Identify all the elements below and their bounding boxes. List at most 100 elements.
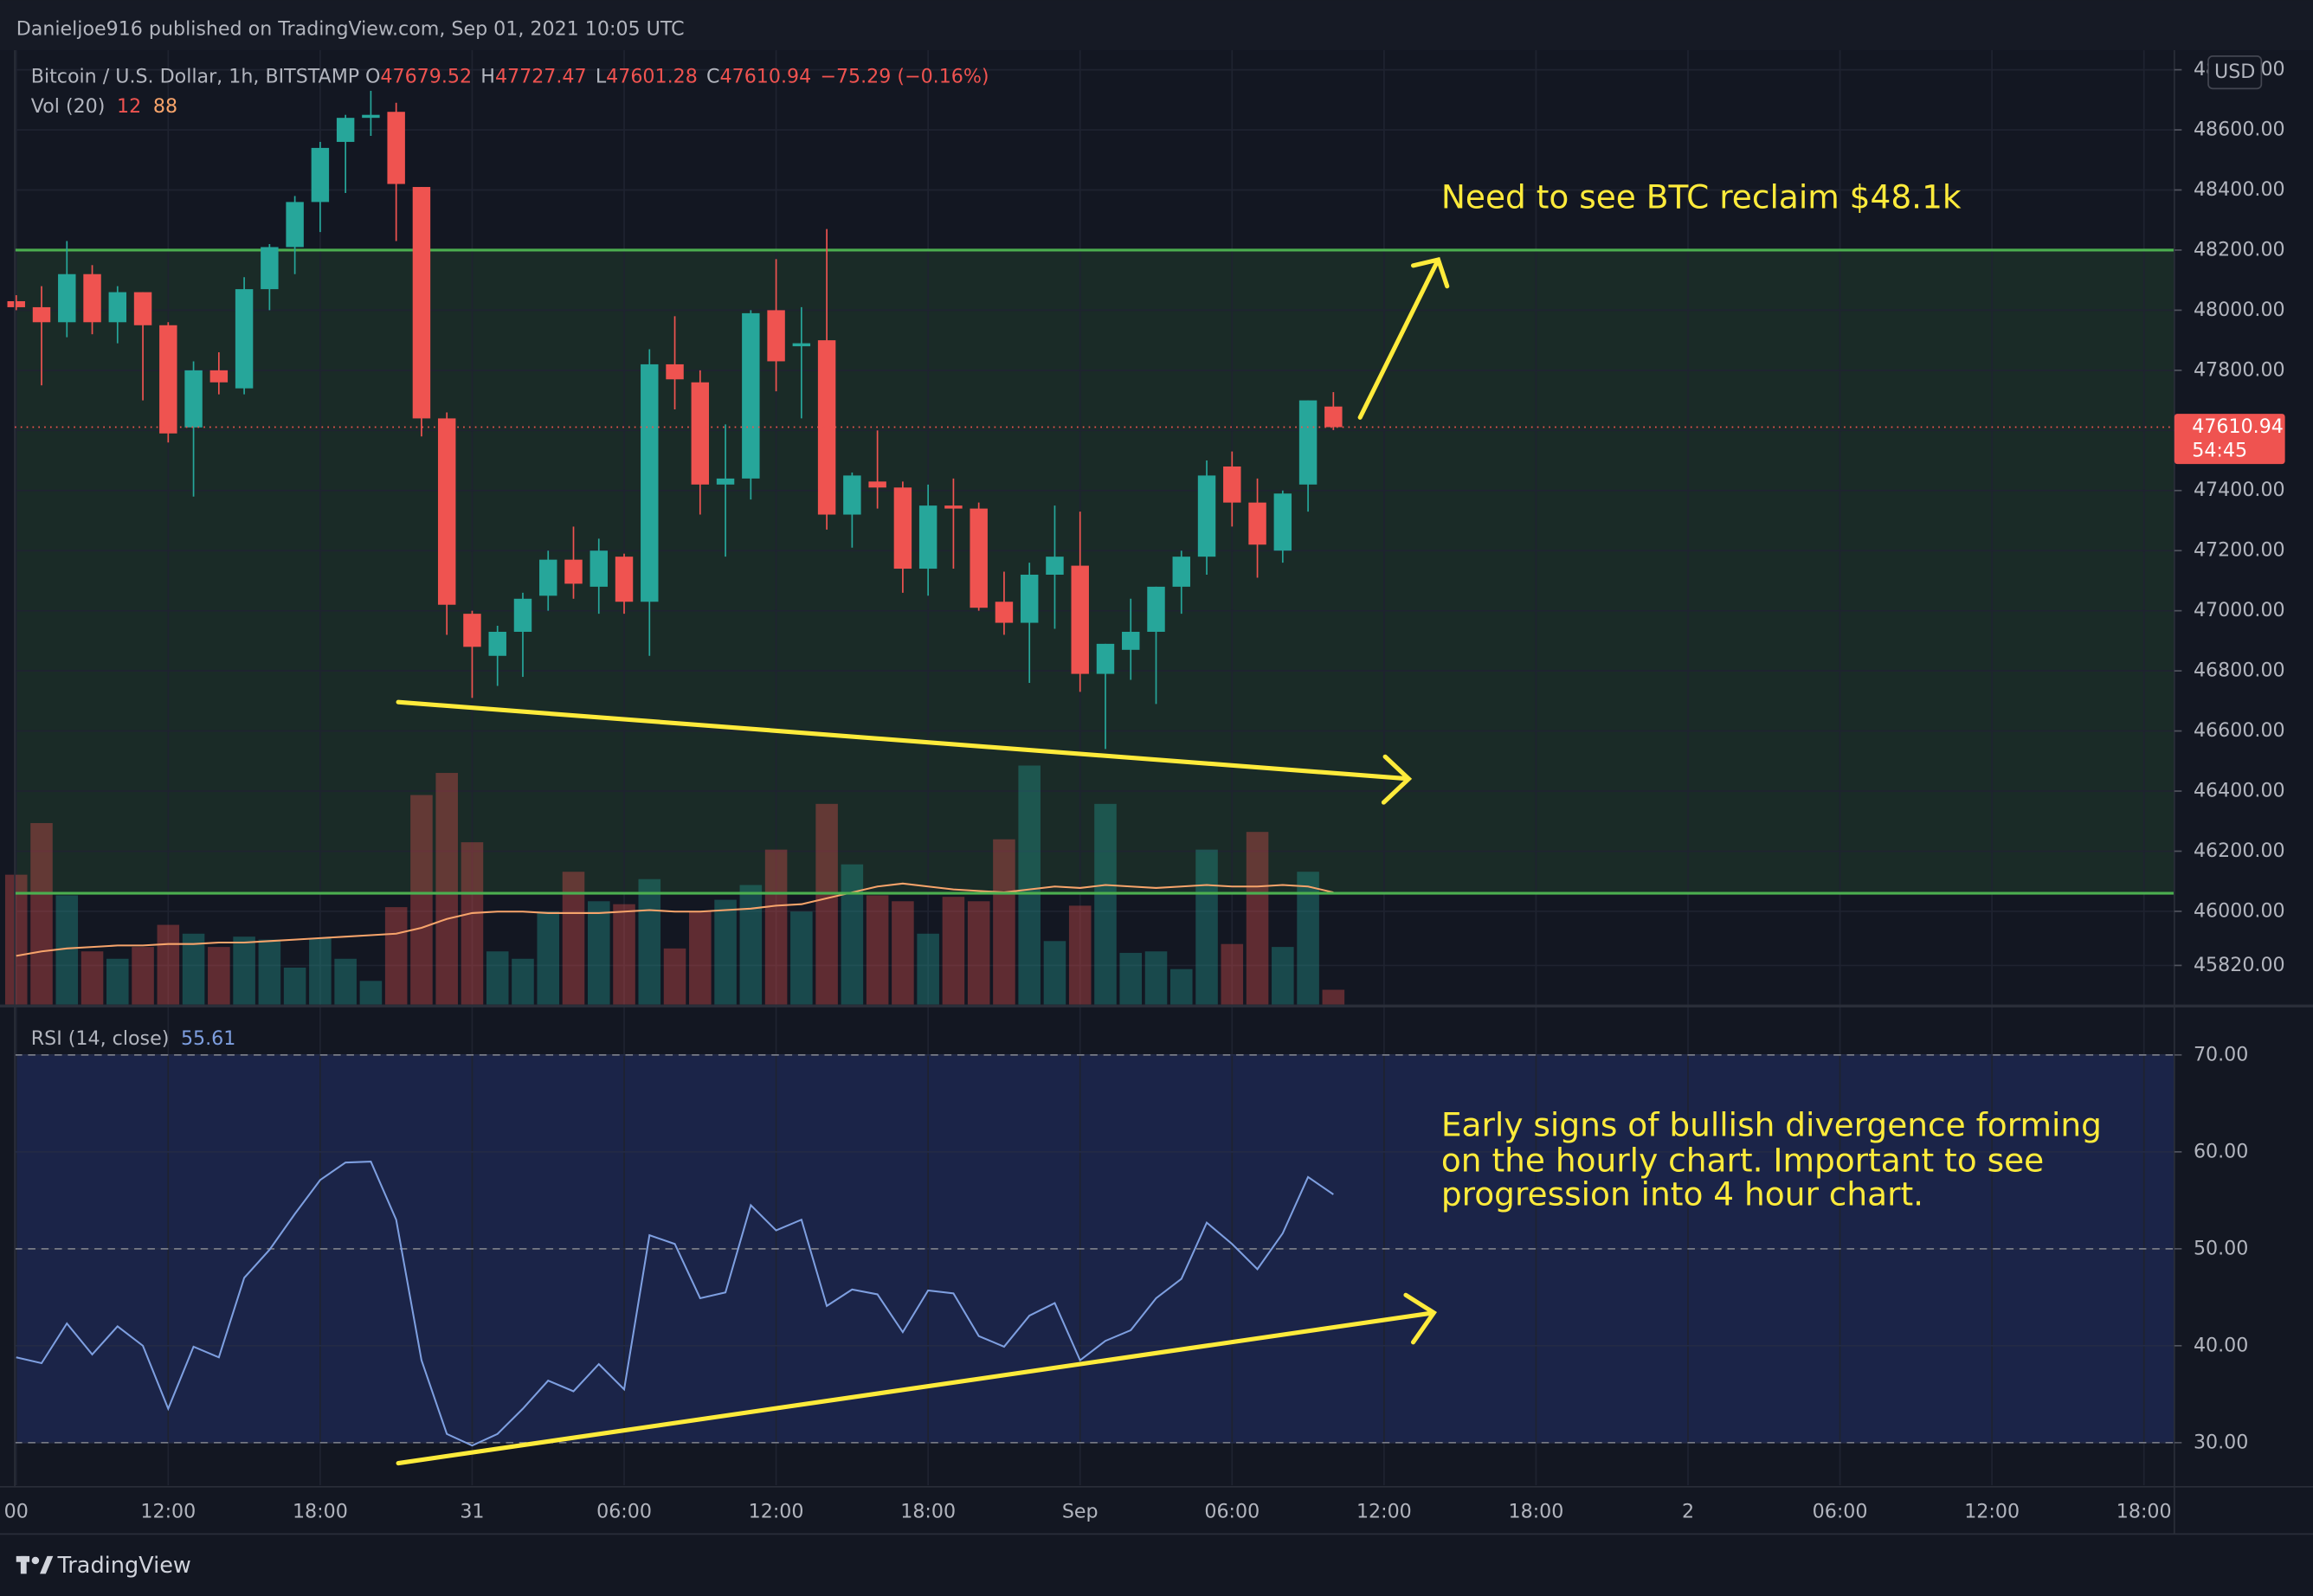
x-tick-label: 12:00	[140, 1500, 196, 1522]
candle-body	[742, 312, 760, 479]
candle-body	[1324, 406, 1343, 428]
volume-bar	[1221, 943, 1244, 1005]
candle-body	[970, 508, 988, 608]
volume-bar	[739, 885, 763, 1005]
candle-body	[539, 559, 557, 596]
x-tick-label: 00	[4, 1500, 29, 1522]
candle-body	[792, 343, 811, 347]
volume-bar	[208, 947, 230, 1005]
x-tick-label: 12:00	[749, 1500, 804, 1522]
rsi	[15, 1054, 2174, 1447]
volume-bar	[866, 895, 889, 1005]
candle-body	[1071, 565, 1089, 674]
logo-part	[20, 1555, 27, 1574]
volume-bar	[512, 958, 534, 1005]
high-value: 47727.47	[495, 65, 587, 87]
header-bar	[0, 0, 2313, 51]
candle-body	[261, 247, 279, 290]
x-tick-label: 18:00	[293, 1500, 348, 1522]
last-price-badge	[2174, 414, 2285, 465]
volume-bar	[892, 901, 914, 1005]
candle-body	[1298, 400, 1318, 485]
volume-bar	[233, 936, 255, 1005]
price-trendline	[396, 699, 1413, 805]
logo	[16, 1555, 54, 1574]
volume-bar	[1144, 951, 1168, 1005]
volume-bar	[764, 849, 788, 1005]
range-zone	[15, 249, 2174, 894]
y-tick-label: 46000.00	[2194, 899, 2285, 922]
candle-body	[843, 475, 861, 515]
rsi-legend: RSI (14, close) 55.61	[31, 1026, 236, 1049]
volume-bar	[410, 795, 433, 1005]
candle-body	[615, 557, 634, 602]
candle-body	[58, 274, 76, 323]
x-tick-label: 06:00	[1813, 1500, 1868, 1522]
y-tick-label: 48400.00	[2194, 178, 2285, 201]
y-tick-label: 46600.00	[2194, 719, 2285, 742]
volume-bar	[283, 967, 306, 1005]
volume-bar	[1119, 952, 1143, 1005]
ohlc-letter: H	[480, 65, 495, 87]
y-tick-label: 48200.00	[2194, 238, 2285, 261]
candle-body	[108, 292, 127, 323]
volume-bar	[1169, 969, 1193, 1005]
candle-body	[590, 550, 608, 587]
candle-body	[1046, 557, 1064, 575]
y-tick-label: 47800.00	[2194, 358, 2285, 381]
volume-bar	[841, 864, 864, 1005]
volume-bar	[613, 904, 635, 1005]
volume-bar	[309, 937, 332, 1005]
backgrounds	[15, 249, 2174, 1443]
volume-bar	[1322, 989, 1345, 1005]
axes: 00 12:00 18:00 31 06:00 12:00 18:00 Sep 06:00 12:…	[4, 58, 2285, 1522]
rsi-annotation: progression into 4 hour chart.	[1441, 1175, 1923, 1213]
y-tick-label: 48000.00	[2194, 299, 2285, 321]
candle-body	[893, 487, 912, 570]
volume-bar	[790, 911, 813, 1005]
low-value: 47601.28	[606, 65, 698, 87]
volume-bar	[689, 911, 712, 1005]
x-tick-label: 12:00	[1356, 1500, 1412, 1522]
candle-body	[412, 187, 431, 419]
candle-body	[488, 631, 506, 656]
volume-value: 12	[117, 94, 141, 117]
volume-bar	[486, 951, 509, 1005]
y-tick-label: 60.00	[2194, 1140, 2248, 1162]
volume-bar	[1068, 905, 1092, 1005]
x-tick-label: 06:00	[596, 1500, 652, 1522]
candle-body	[387, 112, 405, 184]
volume-bar	[638, 878, 661, 1005]
y-tick-label: 46200.00	[2194, 840, 2285, 862]
candle-body	[1197, 475, 1216, 557]
rsi-line	[16, 1160, 1334, 1447]
volume-bar	[917, 933, 939, 1005]
volume-bar	[461, 842, 484, 1005]
volume-bar	[106, 958, 129, 1005]
volume-ma-value: 88	[153, 94, 177, 117]
candle-body	[995, 602, 1014, 623]
candle-body	[918, 505, 937, 570]
x-tick-label: 18:00	[2116, 1500, 2172, 1522]
candle-body	[311, 147, 330, 203]
ohlc-letter: L	[596, 65, 607, 87]
candle-body	[1122, 631, 1140, 650]
volume-bar	[562, 872, 585, 1005]
candle-body	[1273, 493, 1292, 551]
candle-body	[716, 478, 735, 485]
rsi-trendline	[396, 1292, 1437, 1466]
y-tick-label: 45820.00	[2194, 954, 2285, 976]
candle-body	[1248, 502, 1266, 545]
logo-part	[31, 1556, 40, 1565]
ohlc-letter: O	[365, 65, 380, 87]
candle-body	[133, 292, 152, 325]
y-tick-label: 46400.00	[2194, 780, 2285, 802]
volume-bar	[663, 948, 686, 1005]
candle-body	[691, 382, 710, 485]
candle-body	[209, 370, 229, 383]
candle-body	[1096, 643, 1115, 674]
x-tick-label: 12:00	[1964, 1500, 2020, 1522]
volume-bar	[157, 924, 180, 1005]
candle-body	[83, 274, 101, 323]
